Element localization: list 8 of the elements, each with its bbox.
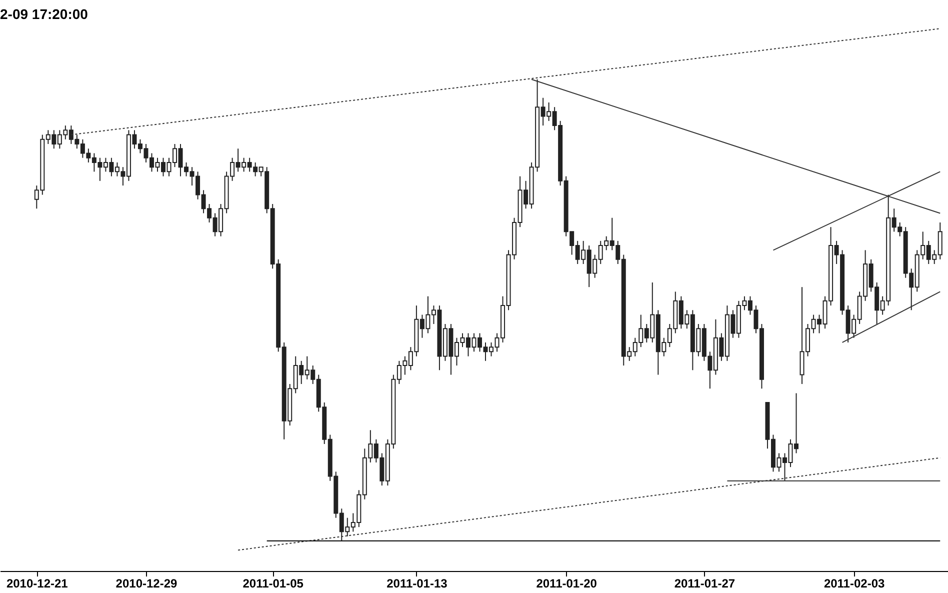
x-tick-label: 2011-01-05 <box>242 576 304 590</box>
chart-title: 2-09 17:20:00 <box>0 6 88 22</box>
x-tick-label: 2010-12-29 <box>116 576 178 590</box>
x-tick-label: 2010-12-21 <box>6 576 68 590</box>
x-tick-label: 2011-01-20 <box>536 576 598 590</box>
x-tick-label: 2011-01-27 <box>674 576 736 590</box>
x-tick-label: 2011-01-13 <box>386 576 448 590</box>
x-tick-label: 2011-02-03 <box>824 576 885 590</box>
